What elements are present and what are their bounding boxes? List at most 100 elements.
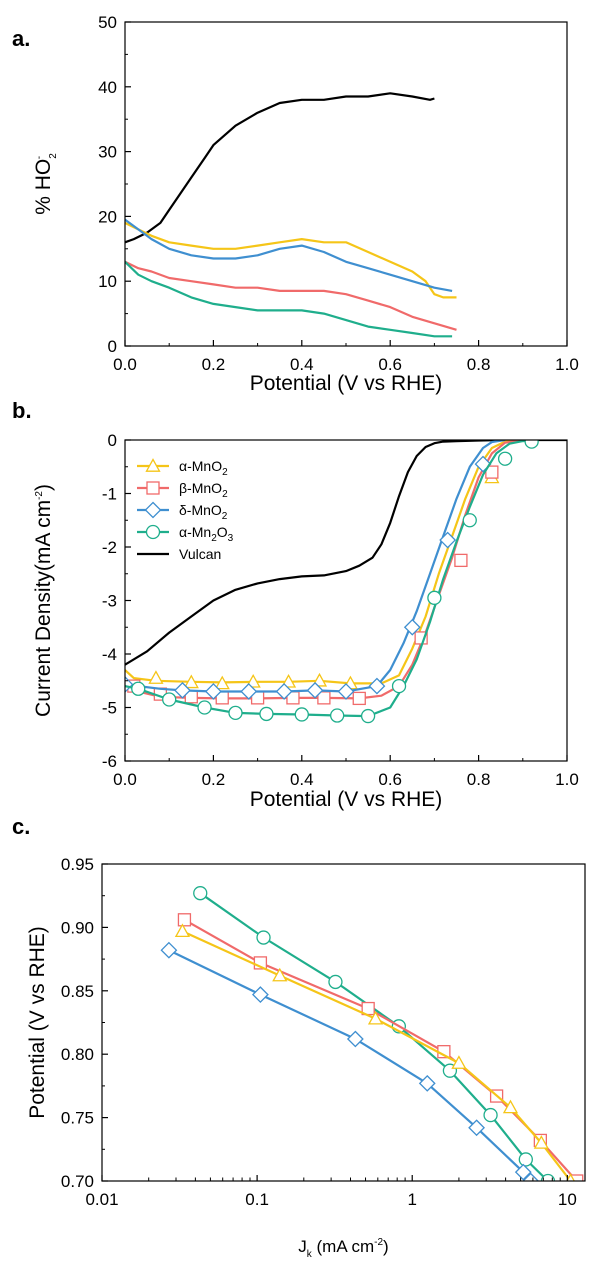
legend-label: α-Mn2O3 xyxy=(179,524,234,544)
marker-beta_MnO2 xyxy=(317,691,331,705)
x-tick-label: 0.8 xyxy=(467,770,491,789)
marker-beta_MnO2 xyxy=(454,553,468,568)
marker-delta_MnO2 xyxy=(418,1074,436,1092)
x-tick-label: 0.2 xyxy=(202,770,226,789)
x-tick-label: 0.0 xyxy=(113,355,137,374)
x-tick-label: 10 xyxy=(558,1190,577,1209)
line-delta_MnO2 xyxy=(125,218,453,292)
marker-delta_MnO2 xyxy=(160,941,178,959)
x-tick-label: 1.0 xyxy=(555,770,579,789)
marker-alpha_Mn2O3 xyxy=(497,451,513,466)
y-tick-label: 10 xyxy=(98,272,117,291)
x-tick-label: 0.01 xyxy=(85,1190,118,1209)
marker-alpha_MnO2 xyxy=(214,675,230,690)
y-tick-label: 0.80 xyxy=(61,1045,94,1064)
series-Vulcan xyxy=(125,92,435,244)
x-axis-title: Jk (mA cm-2) xyxy=(298,1237,388,1260)
x-tick-label: 0.2 xyxy=(202,355,226,374)
marker-delta_MnO2 xyxy=(514,1163,532,1181)
marker-alpha_Mn2O3 xyxy=(256,930,271,945)
legend-marker xyxy=(146,481,160,495)
y-axis-title: Current Density(mA cm-2) xyxy=(32,484,55,717)
panel-letter: a. xyxy=(12,26,30,51)
marker-beta_MnO2 xyxy=(570,1174,584,1181)
marker-alpha_Mn2O3 xyxy=(330,708,345,723)
legend-marker xyxy=(145,524,161,540)
panel-letter: c. xyxy=(12,814,30,839)
marker-delta_MnO2 xyxy=(275,683,293,700)
marker-delta_MnO2 xyxy=(403,618,421,636)
series-alpha_MnO2 xyxy=(125,221,457,299)
marker-alpha_Mn2O3 xyxy=(427,590,442,605)
series-beta_MnO2 xyxy=(125,260,457,331)
panel-c: c. 0.01 0.1 1 10 0.70 0.75 0.80 0.85 0.90 0.95 Jk (… xyxy=(12,814,586,1260)
y-tick-label: -1 xyxy=(102,485,117,504)
marker-alpha_MnO2 xyxy=(174,923,191,938)
marker-delta_MnO2 xyxy=(240,683,258,700)
series-delta_MnO2 xyxy=(160,941,540,1181)
legend-label: δ-MnO2 xyxy=(179,502,228,522)
y-tick-label: 0.85 xyxy=(61,982,94,1001)
y-axis-title: % HO2- xyxy=(32,153,59,215)
marker-delta_MnO2 xyxy=(522,1172,540,1181)
marker-alpha_Mn2O3 xyxy=(524,440,539,449)
series-delta_MnO2 xyxy=(125,440,506,700)
legend-item-alpha_Mn2O3: α-Mn2O3 xyxy=(137,524,234,544)
y-tick-label: 30 xyxy=(98,143,117,162)
y-tick-label: 0.75 xyxy=(61,1109,94,1128)
line-Vulcan xyxy=(125,440,567,666)
marker-alpha_Mn2O3 xyxy=(197,700,212,715)
line-alpha_MnO2 xyxy=(125,221,457,299)
marker-alpha_Mn2O3 xyxy=(228,705,243,720)
marker-alpha_MnO2 xyxy=(451,1055,467,1069)
y-tick-label: -3 xyxy=(102,592,117,611)
marker-delta_MnO2 xyxy=(204,683,222,700)
x-tick-label: 0.0 xyxy=(113,770,137,789)
x-tick-label: 0.1 xyxy=(245,1190,269,1209)
legend-label: β-MnO2 xyxy=(179,480,228,500)
y-tick-label: -4 xyxy=(102,645,117,664)
panel-a: a. 0.0 0.2 0.4 0.6 0.8 1.0 0 10 20 30 40 50 Potential… xyxy=(12,13,579,395)
line-alpha_Mn2O3 xyxy=(125,261,453,338)
marker-delta_MnO2 xyxy=(346,1030,364,1048)
legend-marker xyxy=(145,458,161,472)
marker-alpha_Mn2O3 xyxy=(483,1107,498,1123)
series-beta_MnO2 xyxy=(177,913,584,1181)
legend-item-alpha_MnO2: α-MnO2 xyxy=(137,458,228,478)
series-alpha_Mn2O3 xyxy=(125,440,539,724)
marker-alpha_Mn2O3 xyxy=(391,678,407,694)
marker-alpha_Mn2O3 xyxy=(131,681,146,696)
line-beta_MnO2 xyxy=(125,260,457,331)
x-tick-label: 0.6 xyxy=(378,770,402,789)
panel-letter: b. xyxy=(12,398,32,423)
series-alpha_MnO2 xyxy=(125,440,523,690)
legend-item-delta_MnO2: δ-MnO2 xyxy=(137,501,228,522)
line-beta_MnO2 xyxy=(125,440,523,700)
legend-label: Vulcan xyxy=(179,546,221,562)
y-tick-label: -2 xyxy=(102,538,117,557)
marker-alpha_MnO2 xyxy=(280,673,297,688)
y-tick-label: 50 xyxy=(98,13,117,32)
marker-alpha_MnO2 xyxy=(502,1099,519,1114)
marker-delta_MnO2 xyxy=(468,1119,486,1137)
y-tick-label: 0 xyxy=(108,431,117,450)
legend-item-beta_MnO2: β-MnO2 xyxy=(137,480,228,500)
marker-alpha_Mn2O3 xyxy=(162,692,177,707)
marker-alpha_Mn2O3 xyxy=(462,513,477,528)
marker-delta_MnO2 xyxy=(439,531,457,549)
panel-b: b. 0.0 0.2 0.4 0.6 0.8 1.0 0 -1 -2 -3 -4 -5 -6 Potenti… xyxy=(12,398,579,811)
marker-alpha_MnO2 xyxy=(272,967,288,982)
series-alpha_Mn2O3 xyxy=(125,261,453,338)
marker-beta_MnO2 xyxy=(177,913,192,927)
marker-beta_MnO2 xyxy=(352,691,366,706)
line-alpha_Mn2O3 xyxy=(199,892,549,1181)
marker-alpha_MnO2 xyxy=(148,670,164,684)
marker-delta_MnO2 xyxy=(368,677,386,695)
y-tick-label: 0.95 xyxy=(61,855,94,874)
series-alpha_Mn2O3 xyxy=(193,886,556,1181)
x-axis-title: Potential (V vs RHE) xyxy=(250,372,443,395)
y-tick-label: 0.90 xyxy=(61,918,94,937)
x-tick-label: 0.6 xyxy=(378,355,402,374)
marker-alpha_MnO2 xyxy=(367,1010,384,1025)
